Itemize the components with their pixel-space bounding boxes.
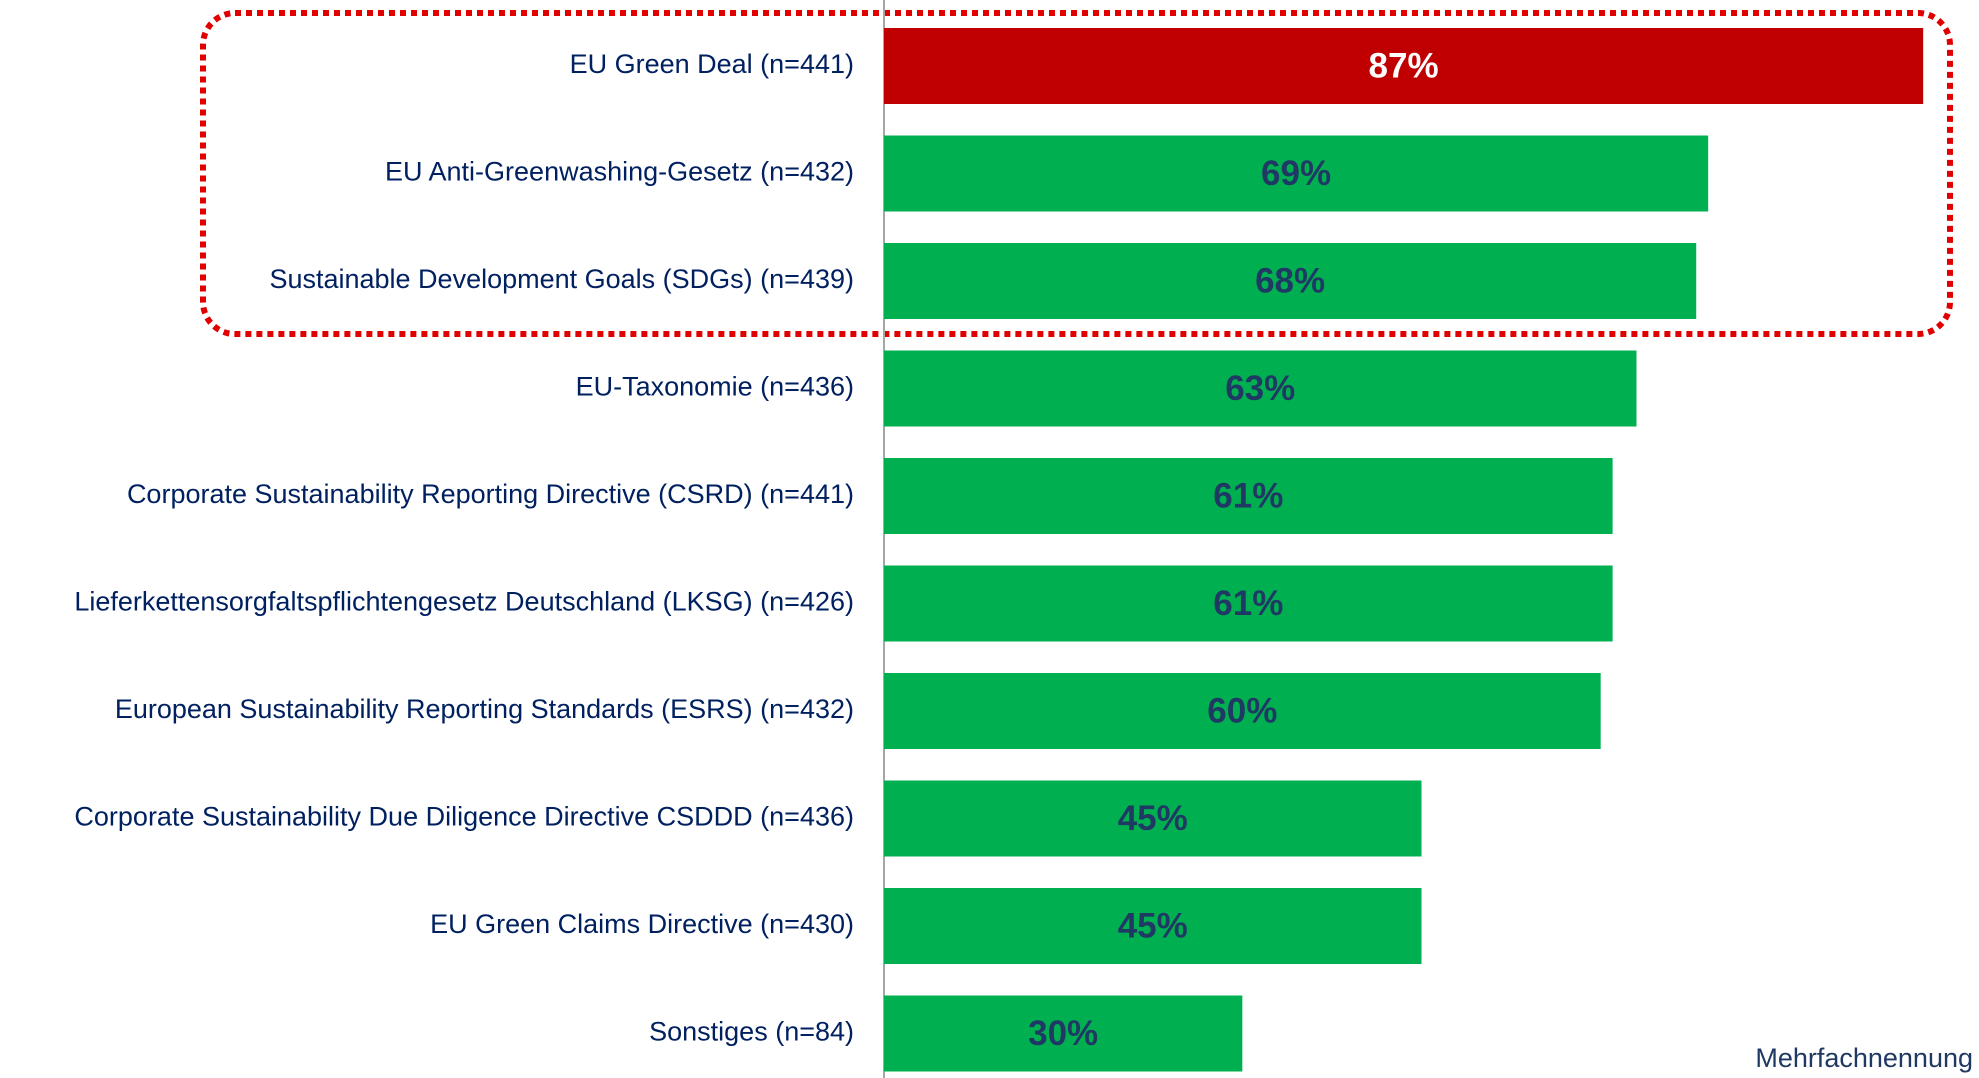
value-label: 87% bbox=[1369, 46, 1439, 85]
bar bbox=[884, 673, 1601, 749]
bar bbox=[884, 28, 1924, 104]
value-label: 60% bbox=[1207, 691, 1277, 730]
category-label: Corporate Sustainability Due Diligence D… bbox=[74, 802, 854, 832]
value-label: 45% bbox=[1118, 799, 1188, 838]
value-label: 68% bbox=[1255, 261, 1325, 300]
bar bbox=[884, 350, 1637, 427]
bar bbox=[884, 888, 1422, 964]
bar bbox=[884, 458, 1613, 534]
value-label: 30% bbox=[1028, 1014, 1098, 1053]
category-label: EU-Taxonomie (n=436) bbox=[576, 372, 854, 402]
value-label: 69% bbox=[1261, 154, 1331, 193]
category-label: EU Green Claims Directive (n=430) bbox=[430, 909, 854, 939]
bar bbox=[884, 243, 1697, 319]
category-label: Sonstiges (n=84) bbox=[649, 1017, 854, 1047]
category-label: Corporate Sustainability Reporting Direc… bbox=[127, 479, 854, 509]
category-label: EU Green Deal (n=441) bbox=[570, 49, 854, 79]
category-label: European Sustainability Reporting Standa… bbox=[115, 694, 854, 724]
category-label: Sustainable Development Goals (SDGs) (n=… bbox=[269, 264, 854, 294]
bar bbox=[884, 135, 1709, 212]
value-label: 61% bbox=[1213, 476, 1283, 515]
bar bbox=[884, 780, 1422, 857]
bar bbox=[884, 995, 1243, 1072]
note: Mehrfachnennung bbox=[1755, 1043, 1973, 1073]
value-label: 45% bbox=[1118, 906, 1188, 945]
category-label: EU Anti-Greenwashing-Gesetz (n=432) bbox=[385, 157, 854, 187]
category-label: Lieferkettensorgfaltspflichtengesetz Deu… bbox=[74, 587, 854, 617]
highlight-box bbox=[200, 10, 1953, 337]
value-label: 63% bbox=[1225, 369, 1295, 408]
value-label: 61% bbox=[1213, 584, 1283, 623]
bar bbox=[884, 565, 1613, 642]
